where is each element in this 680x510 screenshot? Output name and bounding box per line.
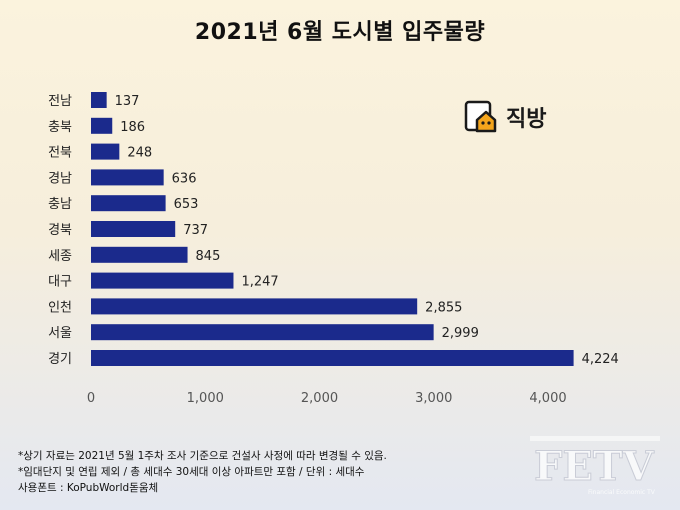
data-label: 653	[174, 197, 199, 212]
category-label: 대구	[48, 275, 72, 290]
fetv-watermark: FETV Financial Economic TV	[530, 436, 660, 496]
bar	[91, 92, 107, 108]
data-label: 2,999	[442, 326, 479, 341]
data-label: 186	[120, 120, 145, 135]
data-label: 636	[172, 171, 197, 186]
category-label: 경기	[48, 352, 72, 367]
x-tick-label: 3,000	[415, 391, 452, 406]
data-label: 845	[196, 249, 221, 264]
bar	[91, 350, 574, 366]
category-label: 서울	[48, 326, 72, 341]
category-label: 경남	[48, 171, 72, 186]
x-tick-label: 2,000	[301, 391, 338, 406]
category-label: 충북	[48, 120, 72, 135]
logo-text: 직방	[506, 107, 547, 132]
bar	[91, 324, 434, 341]
category-label: 충남	[48, 197, 72, 212]
data-label: 137	[115, 94, 140, 109]
x-tick-label: 1,000	[187, 391, 224, 406]
zigbang-logo: 직방	[464, 100, 546, 134]
category-label: 전북	[48, 146, 72, 161]
data-label: 1,247	[241, 275, 278, 290]
bar	[91, 272, 234, 289]
house-icon	[464, 100, 497, 133]
chart-title: 2021년 6월 도시별 입주물량	[194, 20, 486, 45]
bar	[91, 298, 418, 315]
x-tick-label: 4,000	[529, 391, 566, 406]
data-label: 4,224	[582, 352, 619, 367]
category-label: 전남	[48, 94, 72, 109]
bar	[91, 143, 120, 160]
footnote-source: *상기 자료는 2021년 5월 1주차 조사 기준으로 건설사 사정에 따라 …	[18, 450, 387, 462]
footnotes: *상기 자료는 2021년 5월 1주차 조사 기준으로 건설사 사정에 따라 …	[18, 448, 387, 496]
data-label: 248	[127, 146, 152, 161]
category-label: 세종	[48, 249, 72, 264]
data-label: 2,855	[425, 300, 462, 315]
category-label: 경북	[48, 223, 72, 238]
watermark-text: FETV	[534, 443, 655, 490]
bar	[91, 117, 113, 134]
bar	[91, 195, 166, 212]
watermark-subtext: Financial Economic TV	[588, 489, 656, 496]
bar	[91, 169, 164, 186]
footnote-scope: *임대단지 및 연립 제외 / 총 세대수 30세대 이상 아파트만 포함 / …	[18, 466, 365, 478]
footnote-font: 사용폰트 : KoPubWorld돋움체	[18, 482, 159, 494]
category-label: 인천	[48, 300, 72, 315]
data-label: 737	[183, 223, 208, 238]
bar	[91, 221, 176, 237]
x-tick-label: 0	[87, 391, 95, 406]
bar	[91, 246, 188, 263]
